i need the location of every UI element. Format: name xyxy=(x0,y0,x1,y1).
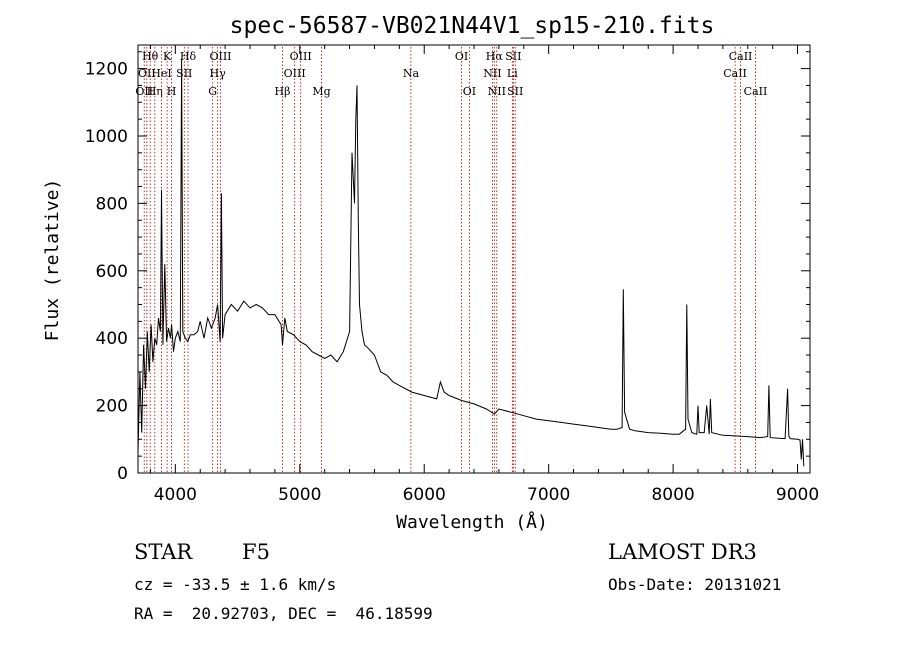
line-marker-label: SII xyxy=(507,85,523,98)
y-tick-label: 1000 xyxy=(85,127,128,147)
obs-date: Obs-Date: 20131021 xyxy=(608,575,782,594)
line-marker-label: Hδ xyxy=(180,50,197,63)
line-marker-label: OIII xyxy=(290,50,312,63)
line-marker-label: OIII xyxy=(209,50,231,63)
y-axis-label: Flux (relative) xyxy=(42,179,63,342)
x-tick-label: 4000 xyxy=(154,485,197,505)
line-marker-label: Hη xyxy=(147,85,163,98)
line-marker-label: CaII xyxy=(729,50,753,63)
x-axis-label: Wavelength (Å) xyxy=(396,511,548,533)
line-markers: OII OII Hθ Hη HeI K H SII Hδ G Hγ OIII Hβ OIII OIII Mg N… xyxy=(135,47,767,473)
object-class: STAR xyxy=(134,540,193,564)
x-tick-label: 6000 xyxy=(403,485,446,505)
chart-title: spec-56587-VB021N44V1_sp15-210.fits xyxy=(230,13,715,39)
subclass: F5 xyxy=(242,540,270,564)
line-marker-label: SII xyxy=(505,50,521,63)
redshift-text: cz = -33.5 ± 1.6 km/s xyxy=(134,575,337,594)
line-marker-label: OIII xyxy=(284,67,306,80)
line-marker-label: SII xyxy=(176,67,192,80)
x-tick-label: 8000 xyxy=(651,485,694,505)
line-marker-label: K xyxy=(163,50,172,63)
line-marker-label: OI xyxy=(455,50,468,63)
y-tick-label: 200 xyxy=(96,397,128,417)
x-axis: 4000 5000 6000 7000 8000 9000 xyxy=(149,45,819,505)
y-axis: 0 200 400 600 800 1000 1200 xyxy=(85,51,810,484)
line-marker-label: HeI xyxy=(151,67,171,80)
line-marker-label: OI xyxy=(463,85,476,98)
x-tick-label: 7000 xyxy=(527,485,570,505)
line-marker-label: Hγ xyxy=(210,67,227,80)
line-marker-label: CaII xyxy=(723,67,747,80)
line-marker-label: Na xyxy=(403,67,420,80)
line-marker-label: OII xyxy=(135,85,153,98)
line-marker-label: OII xyxy=(138,67,156,80)
line-marker-label: H xyxy=(167,85,177,98)
line-marker-label: Hθ xyxy=(142,50,159,63)
y-tick-label: 0 xyxy=(117,464,128,484)
line-marker-label: CaII xyxy=(744,85,768,98)
x-tick-label: 9000 xyxy=(776,485,819,505)
line-marker-label: Hβ xyxy=(275,85,291,98)
line-marker-label: NII xyxy=(488,85,506,98)
line-marker-label: Hα xyxy=(486,50,504,63)
survey-name: LAMOST DR3 xyxy=(608,540,757,564)
line-marker-label: G xyxy=(208,85,217,98)
line-marker-label: Mg xyxy=(312,85,330,98)
spectrum-line xyxy=(137,58,805,467)
plot-frame xyxy=(137,44,811,474)
y-tick-label: 1200 xyxy=(85,60,128,80)
line-marker-label: Li xyxy=(507,67,518,80)
y-tick-label: 800 xyxy=(96,194,128,214)
x-tick-label: 5000 xyxy=(278,485,321,505)
coordinates: RA = 20.92703, DEC = 46.18599 xyxy=(134,604,433,623)
y-tick-label: 600 xyxy=(96,262,128,282)
line-marker-label: NII xyxy=(483,67,501,80)
y-tick-label: 400 xyxy=(96,329,128,349)
